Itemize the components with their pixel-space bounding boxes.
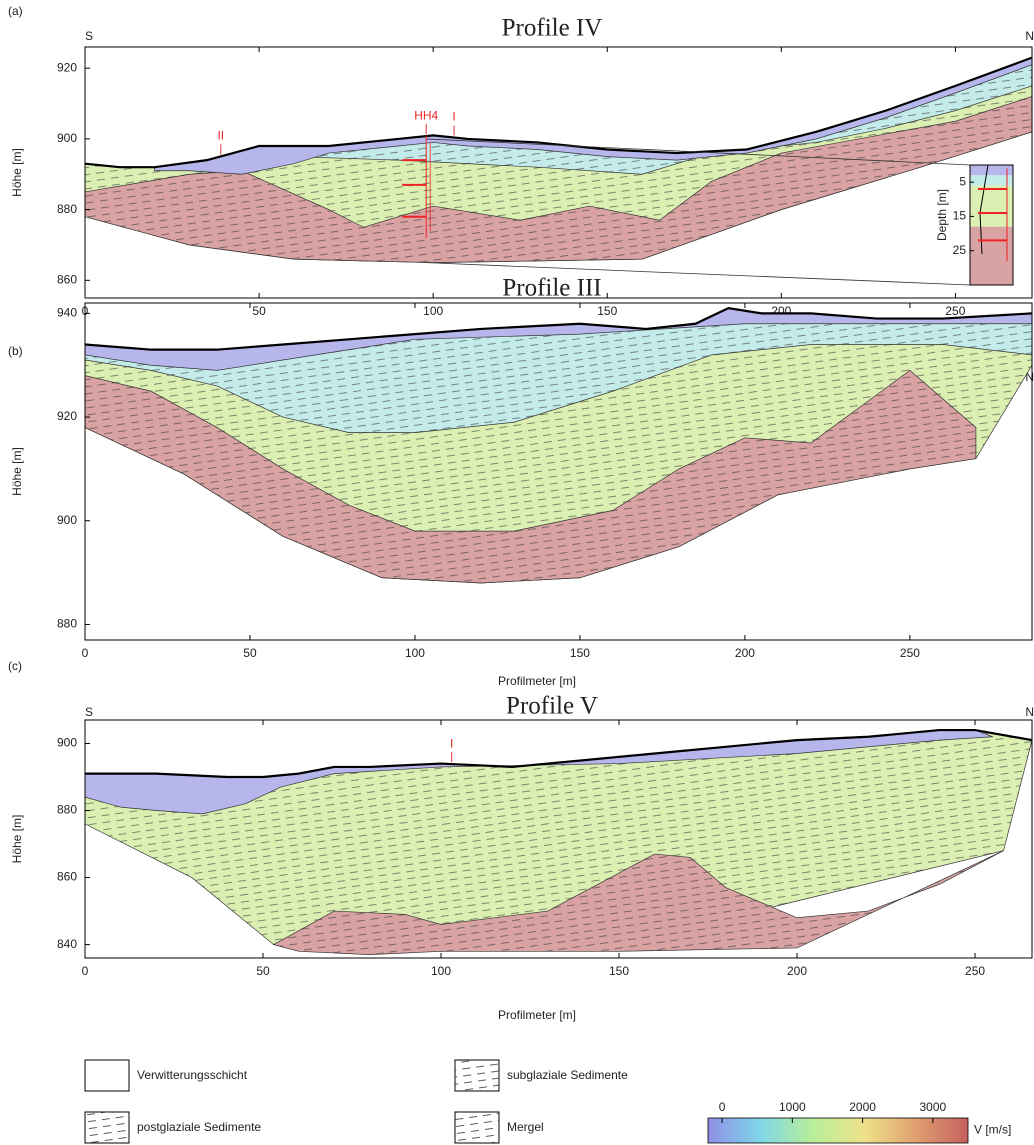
surface-line bbox=[85, 56, 1032, 169]
profile-area bbox=[85, 307, 1032, 584]
legend-hatch bbox=[455, 1060, 499, 1091]
inset-log bbox=[979, 164, 989, 255]
x-tick-label: 250 bbox=[900, 646, 920, 660]
y-axis-label: Höhe [m] bbox=[10, 815, 24, 864]
axes-frame bbox=[84, 302, 1033, 641]
layer-hatch bbox=[85, 308, 1032, 433]
surface-line bbox=[85, 307, 1032, 351]
inset-band bbox=[970, 185, 1013, 227]
y-tick-label: 860 bbox=[57, 870, 77, 884]
y-axis-label: Höhe [m] bbox=[10, 447, 24, 496]
profile-title: Profile III bbox=[502, 275, 601, 302]
legend-hatch bbox=[85, 1112, 129, 1143]
inset-tick-label: 15 bbox=[953, 209, 967, 223]
x-tick-label: 100 bbox=[431, 964, 451, 978]
profile-title: Profile IV bbox=[502, 15, 603, 42]
y-tick-label: 860 bbox=[57, 272, 77, 286]
x-tick-label: 250 bbox=[945, 304, 965, 318]
y-tick-label: 920 bbox=[57, 409, 77, 423]
x-tick-label: 50 bbox=[256, 964, 270, 978]
x-tick-label: 0 bbox=[82, 646, 89, 660]
profile-area bbox=[85, 728, 1032, 955]
x-axis-label: Profilmeter [m] bbox=[498, 674, 576, 688]
legend-hatch bbox=[455, 1112, 499, 1143]
side-label: N bbox=[1025, 29, 1034, 43]
x-tick-label: 0 bbox=[82, 964, 89, 978]
inset-frame bbox=[969, 164, 1014, 286]
legend-label: Mergel bbox=[507, 1120, 544, 1134]
y-tick-label: 900 bbox=[57, 736, 77, 750]
legend-label: subglaziale Sedimente bbox=[507, 1068, 628, 1082]
annotation-label: HH4 bbox=[414, 108, 438, 122]
colorbar-label: V [m/s] bbox=[974, 1123, 1011, 1137]
x-tick-label: 50 bbox=[243, 646, 257, 660]
colorbar-tick-label: 3000 bbox=[920, 1100, 947, 1114]
layer-hatch bbox=[273, 850, 1004, 955]
inset-tick-label: 5 bbox=[959, 174, 966, 188]
annotation-label: II bbox=[217, 129, 224, 143]
x-tick-label: 50 bbox=[252, 304, 266, 318]
layer-hatch bbox=[259, 64, 1032, 175]
panel-label: (a) bbox=[8, 4, 23, 18]
x-tick-label: 100 bbox=[405, 646, 425, 660]
x-axis-label: Profilmeter [m] bbox=[498, 1008, 576, 1022]
layer-hatch bbox=[85, 370, 976, 583]
inset-band bbox=[970, 175, 1013, 186]
y-tick-label: 900 bbox=[57, 513, 77, 527]
panel-label: (b) bbox=[8, 344, 23, 358]
x-tick-label: 150 bbox=[570, 646, 590, 660]
y-tick-label: 920 bbox=[57, 60, 77, 74]
x-tick-label: 150 bbox=[597, 304, 617, 318]
x-tick-label: 150 bbox=[609, 964, 629, 978]
colorbar-tick-label: 1000 bbox=[779, 1100, 806, 1114]
colorbar-tick-label: 0 bbox=[719, 1100, 726, 1114]
x-tick-label: 100 bbox=[423, 304, 443, 318]
y-tick-label: 880 bbox=[57, 803, 77, 817]
y-axis-label: Höhe [m] bbox=[10, 148, 24, 197]
panel-label: (c) bbox=[8, 659, 22, 673]
legend-swatch bbox=[84, 1059, 130, 1092]
zoom-line bbox=[426, 138, 971, 166]
side-label: S bbox=[85, 705, 93, 719]
inset-band bbox=[970, 226, 1013, 285]
inset-tick-label: 25 bbox=[953, 243, 967, 257]
layer-hatch bbox=[85, 730, 1032, 952]
profile-title: Profile V bbox=[506, 693, 598, 720]
annotation-label: I bbox=[452, 110, 455, 124]
side-label: N bbox=[1025, 370, 1034, 384]
legend-label: Verwitterungsschicht bbox=[137, 1068, 248, 1082]
x-tick-label: 250 bbox=[965, 964, 985, 978]
inset-label: Depth [m] bbox=[935, 189, 949, 241]
legend-label: postglaziale Sedimente bbox=[137, 1120, 261, 1134]
axes-frame bbox=[84, 719, 1033, 959]
x-tick-label: 200 bbox=[787, 964, 807, 978]
inset-band bbox=[970, 165, 1013, 176]
zoom-line bbox=[426, 262, 971, 286]
axes-frame bbox=[84, 46, 1033, 299]
profile-area bbox=[85, 56, 1032, 263]
y-tick-label: 880 bbox=[57, 202, 77, 216]
surface-line bbox=[85, 728, 1032, 779]
x-tick-label: 200 bbox=[735, 646, 755, 660]
y-tick-label: 940 bbox=[57, 306, 77, 320]
layer-hatch bbox=[85, 96, 1032, 263]
y-tick-label: 840 bbox=[57, 937, 77, 951]
side-label: S bbox=[85, 29, 93, 43]
annotation-label: I bbox=[450, 736, 453, 750]
y-tick-label: 880 bbox=[57, 617, 77, 631]
side-label: N bbox=[1025, 705, 1034, 719]
colorbar bbox=[707, 1117, 969, 1144]
colorbar-tick-label: 2000 bbox=[849, 1100, 876, 1114]
y-tick-label: 900 bbox=[57, 131, 77, 145]
